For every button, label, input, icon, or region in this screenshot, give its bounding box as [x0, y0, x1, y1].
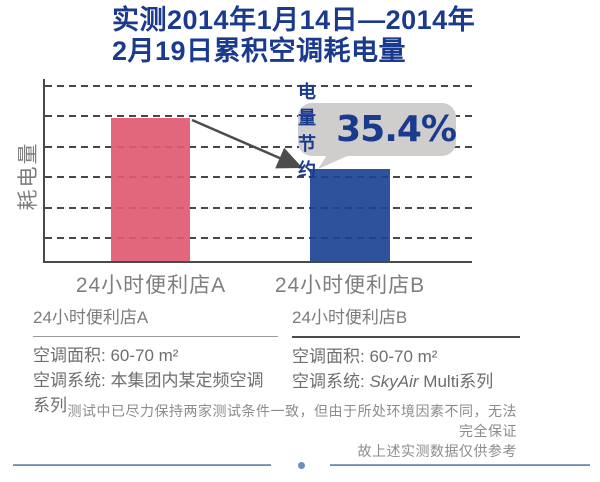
disclaimer-line2: 故上述实测数据仅供参考: [357, 443, 517, 459]
store-b-system-prefix: 空调系统:: [292, 372, 370, 391]
info-rows-store-b: 空调面积: 60-70 m² 空调系统: SkyAir Multi系列: [292, 338, 520, 394]
bar-store-a: [111, 118, 190, 261]
footer-divider-dot: [298, 462, 305, 469]
store-b-system-suffix: Multi系列: [418, 372, 494, 391]
x-axis-label-store-a: 24小时便利店A: [75, 274, 227, 297]
store-a-area: 空调面积: 60-70 m²: [33, 346, 179, 365]
gridline-6: [45, 237, 472, 239]
footer-divider-left: [13, 464, 271, 466]
disclaimer-line1: 测试中已尽力保持两家测试条件一致，但由于所处环境因素不同，无法完全保证: [67, 403, 517, 439]
bar-chart-plot-area: [43, 79, 472, 263]
gridline-5: [45, 207, 472, 209]
store-a-system: 空调系统: 本集团内某定频空调系列: [33, 371, 264, 415]
disclaimer-text: 测试中已尽力保持两家测试条件一致，但由于所处环境因素不同，无法完全保证 故上述实…: [65, 401, 517, 461]
page-title: 实测2014年1月14日—2014年 2月19日累积空调耗电量: [112, 5, 475, 67]
store-b-system: 空调系统: SkyAir Multi系列: [292, 369, 520, 394]
store-b-area: 空调面积: 60-70 m²: [292, 347, 438, 366]
page-title-line2: 2月19日累积空调耗电量: [112, 36, 407, 66]
gridline-3: [45, 146, 472, 148]
store-b-system-brand: SkyAir: [369, 372, 419, 391]
page-title-line1: 实测2014年1月14日—2014年: [112, 5, 476, 35]
footer-divider-right: [330, 464, 590, 466]
info-header-store-a: 24小时便利店A: [33, 303, 278, 337]
info-column-store-a: 24小时便利店A 空调面积: 60-70 m² 空调系统: 本集团内某定频空调系…: [33, 303, 278, 418]
info-column-store-b: 24小时便利店B 空调面积: 60-70 m² 空调系统: SkyAir Mul…: [292, 303, 520, 394]
savings-callout-value: 35.4%: [336, 109, 457, 150]
savings-arrow-icon: [191, 118, 303, 169]
gridline-1: [45, 85, 472, 87]
info-header-store-b: 24小时便利店B: [292, 303, 520, 338]
y-axis-label: 耗电量: [17, 141, 40, 211]
x-axis-label-store-b: 24小时便利店B: [274, 274, 426, 297]
savings-callout-bubble: 电量节约 35.4%: [298, 82, 457, 180]
info-rows-store-a: 空调面积: 60-70 m² 空调系统: 本集团内某定频空调系列: [33, 337, 278, 418]
gridline-4: [45, 176, 472, 178]
bar-store-b: [310, 169, 390, 261]
gridline-2: [45, 115, 472, 117]
